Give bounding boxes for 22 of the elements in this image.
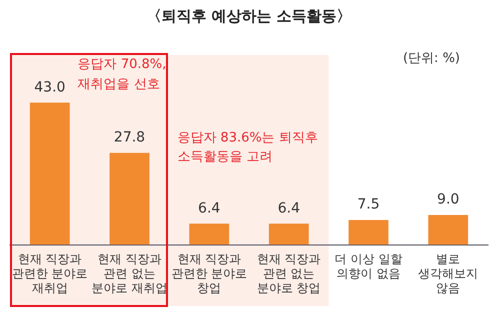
data-label: 6.4 — [198, 200, 220, 216]
bar — [428, 215, 468, 245]
x-tick-label: 현재 직장과 관련한 분야로 재취업 — [12, 252, 88, 295]
bar — [189, 224, 230, 245]
bar — [110, 152, 150, 245]
band-label: 응답자 83.6%는 퇴직후 소득활동을 고려 — [177, 130, 318, 164]
bar — [348, 220, 388, 245]
x-tick-label: 별로 생각해보지 않음 — [418, 252, 478, 295]
text: (단위: %) — [402, 50, 460, 66]
data-label: 7.5 — [357, 196, 380, 213]
text: 응답자 70.8%, 재취업을 선호 — [78, 56, 166, 92]
data-label: 6.4 — [278, 200, 300, 216]
bar — [268, 224, 309, 245]
bar — [30, 102, 70, 245]
data-label: 9.0 — [437, 192, 460, 208]
chart-title: 〈퇴직후 예상하는 소득활동〉 — [146, 6, 352, 25]
x-tick-label: 현재 직장과 관련 없는 분야로 재취업 — [92, 252, 168, 295]
x-tick-label: 현재 직장과 관련한 분야로 창업 — [171, 252, 248, 295]
data-label: 43.0 — [34, 79, 66, 96]
x-tick-label: 더 이상 일할 의향이 없음 — [334, 252, 402, 281]
x-tick-label: 현재 직장과 관련 없는 분야로 창업 — [256, 252, 321, 295]
data-label: 27.8 — [114, 130, 146, 146]
